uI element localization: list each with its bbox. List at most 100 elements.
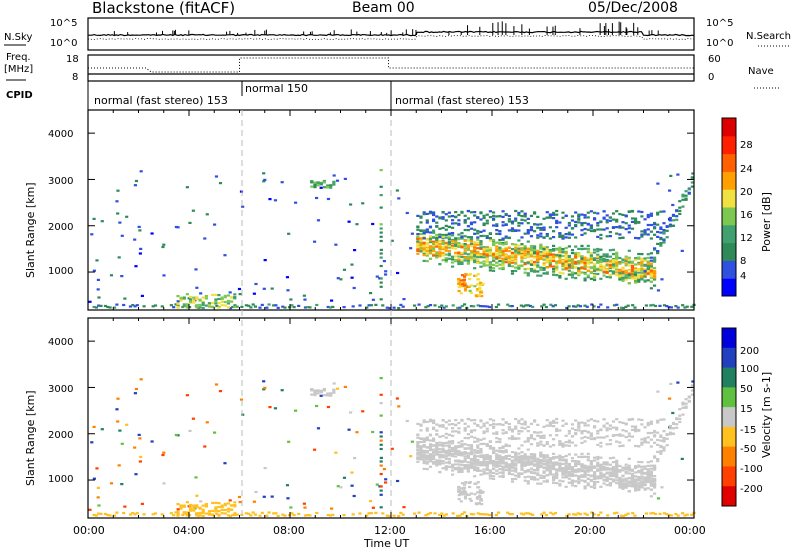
- velocity-cell: [649, 420, 653, 423]
- power-cell: [605, 259, 609, 262]
- power-cell: [492, 263, 496, 266]
- velocity-cell: [520, 472, 524, 475]
- power-cell: [435, 251, 439, 254]
- power-cell: [611, 260, 616, 264]
- velocity-cell: [482, 442, 486, 445]
- power-cell: [577, 215, 581, 218]
- power-cell: [405, 211, 409, 215]
- velocity-cell: [536, 463, 540, 466]
- velocity-cell: [552, 481, 556, 484]
- velocity-cell: [596, 420, 600, 423]
- power-cell: [492, 267, 496, 270]
- power-cell: [615, 266, 619, 269]
- velocity-cell: [140, 502, 144, 505]
- velocity-cell: [539, 458, 543, 462]
- power-cell: [586, 276, 590, 279]
- velocity-cell: [100, 428, 104, 431]
- velocity-cell: [630, 479, 635, 482]
- power-cell: [460, 262, 464, 265]
- velocity-cell: [558, 484, 562, 487]
- power-cell: [379, 239, 383, 243]
- velocity-cell: [593, 465, 597, 468]
- power-cell: [379, 169, 383, 172]
- power-cell: [576, 304, 580, 307]
- power-cell: [618, 274, 622, 278]
- velocity-cell: [564, 472, 568, 475]
- power-cell: [618, 276, 622, 279]
- velocity-cell: [649, 495, 653, 498]
- velocity-cell: [326, 513, 330, 517]
- power-cell: [522, 305, 526, 308]
- power-cell: [428, 239, 433, 242]
- power-cell: [596, 250, 600, 253]
- velocity-cell: [457, 497, 461, 501]
- velocity-cell: [621, 474, 625, 477]
- velocity-cell: [540, 513, 544, 516]
- power-cell: [514, 249, 518, 252]
- velocity-cell: [633, 514, 637, 517]
- power-cell: [426, 305, 430, 308]
- power-cell: [545, 250, 549, 253]
- power-cell: [285, 276, 290, 279]
- velocity-cbar-tick: 15: [740, 404, 753, 415]
- velocity-cell: [671, 432, 676, 435]
- power-cell: [482, 246, 486, 249]
- velocity-cell: [533, 464, 537, 467]
- power-cell: [498, 254, 502, 257]
- power-cell: [247, 304, 251, 307]
- velocity-cell: [233, 512, 237, 515]
- velocity-cell: [627, 477, 631, 480]
- nsearch-trace: [87, 35, 695, 40]
- power-cell: [542, 267, 546, 270]
- velocity-cell: [432, 421, 436, 425]
- velocity-cell: [485, 455, 489, 458]
- velocity-cell: [690, 389, 694, 392]
- velocity-cell: [608, 477, 612, 481]
- velocity-cell: [646, 461, 650, 464]
- velocity-cell: [646, 470, 650, 473]
- velocity-cell: [419, 447, 423, 450]
- velocity-cell: [510, 478, 515, 481]
- power-cell: [649, 267, 653, 270]
- power-cell: [213, 223, 217, 226]
- velocity-cell: [649, 484, 653, 487]
- power-cell: [552, 213, 556, 216]
- power-cell: [514, 209, 518, 213]
- velocity-cell: [611, 456, 616, 459]
- power-cell: [567, 264, 571, 267]
- velocity-cell: [643, 439, 647, 442]
- velocity-cell: [425, 420, 429, 423]
- velocity-cell: [649, 464, 653, 467]
- velocity-cell: [385, 514, 389, 517]
- velocity-cell: [555, 417, 559, 421]
- velocity-cell: [495, 431, 499, 434]
- power-cell: [539, 257, 543, 260]
- velocity-cell: [558, 467, 562, 470]
- velocity-cell: [561, 471, 565, 474]
- station-title: Blackstone (fitACF): [92, 0, 236, 17]
- velocity-cell: [482, 460, 486, 464]
- velocity-cell: [583, 475, 587, 478]
- velocity-cell: [211, 501, 215, 504]
- velocity-cell: [545, 454, 549, 457]
- velocity-cell: [438, 460, 442, 464]
- power-cell: [463, 219, 467, 222]
- velocity-cell: [605, 461, 609, 464]
- power-cell: [517, 239, 521, 242]
- power-cell: [506, 303, 510, 306]
- power-cell: [615, 232, 619, 235]
- velocity-cell: [599, 445, 603, 448]
- power-cell: [574, 272, 578, 275]
- power-cell: [422, 229, 426, 232]
- freq-label: Freq.: [6, 52, 31, 63]
- power-cell: [510, 222, 515, 225]
- power-cell: [637, 237, 641, 240]
- cpid-label: CPID: [6, 90, 33, 101]
- power-cell: [602, 270, 606, 273]
- power-cell: [485, 247, 489, 250]
- power-cell: [447, 254, 451, 257]
- velocity-cell: [646, 473, 650, 476]
- velocity-cell: [552, 466, 556, 469]
- power-cell: [416, 214, 420, 217]
- power-cell: [435, 255, 439, 258]
